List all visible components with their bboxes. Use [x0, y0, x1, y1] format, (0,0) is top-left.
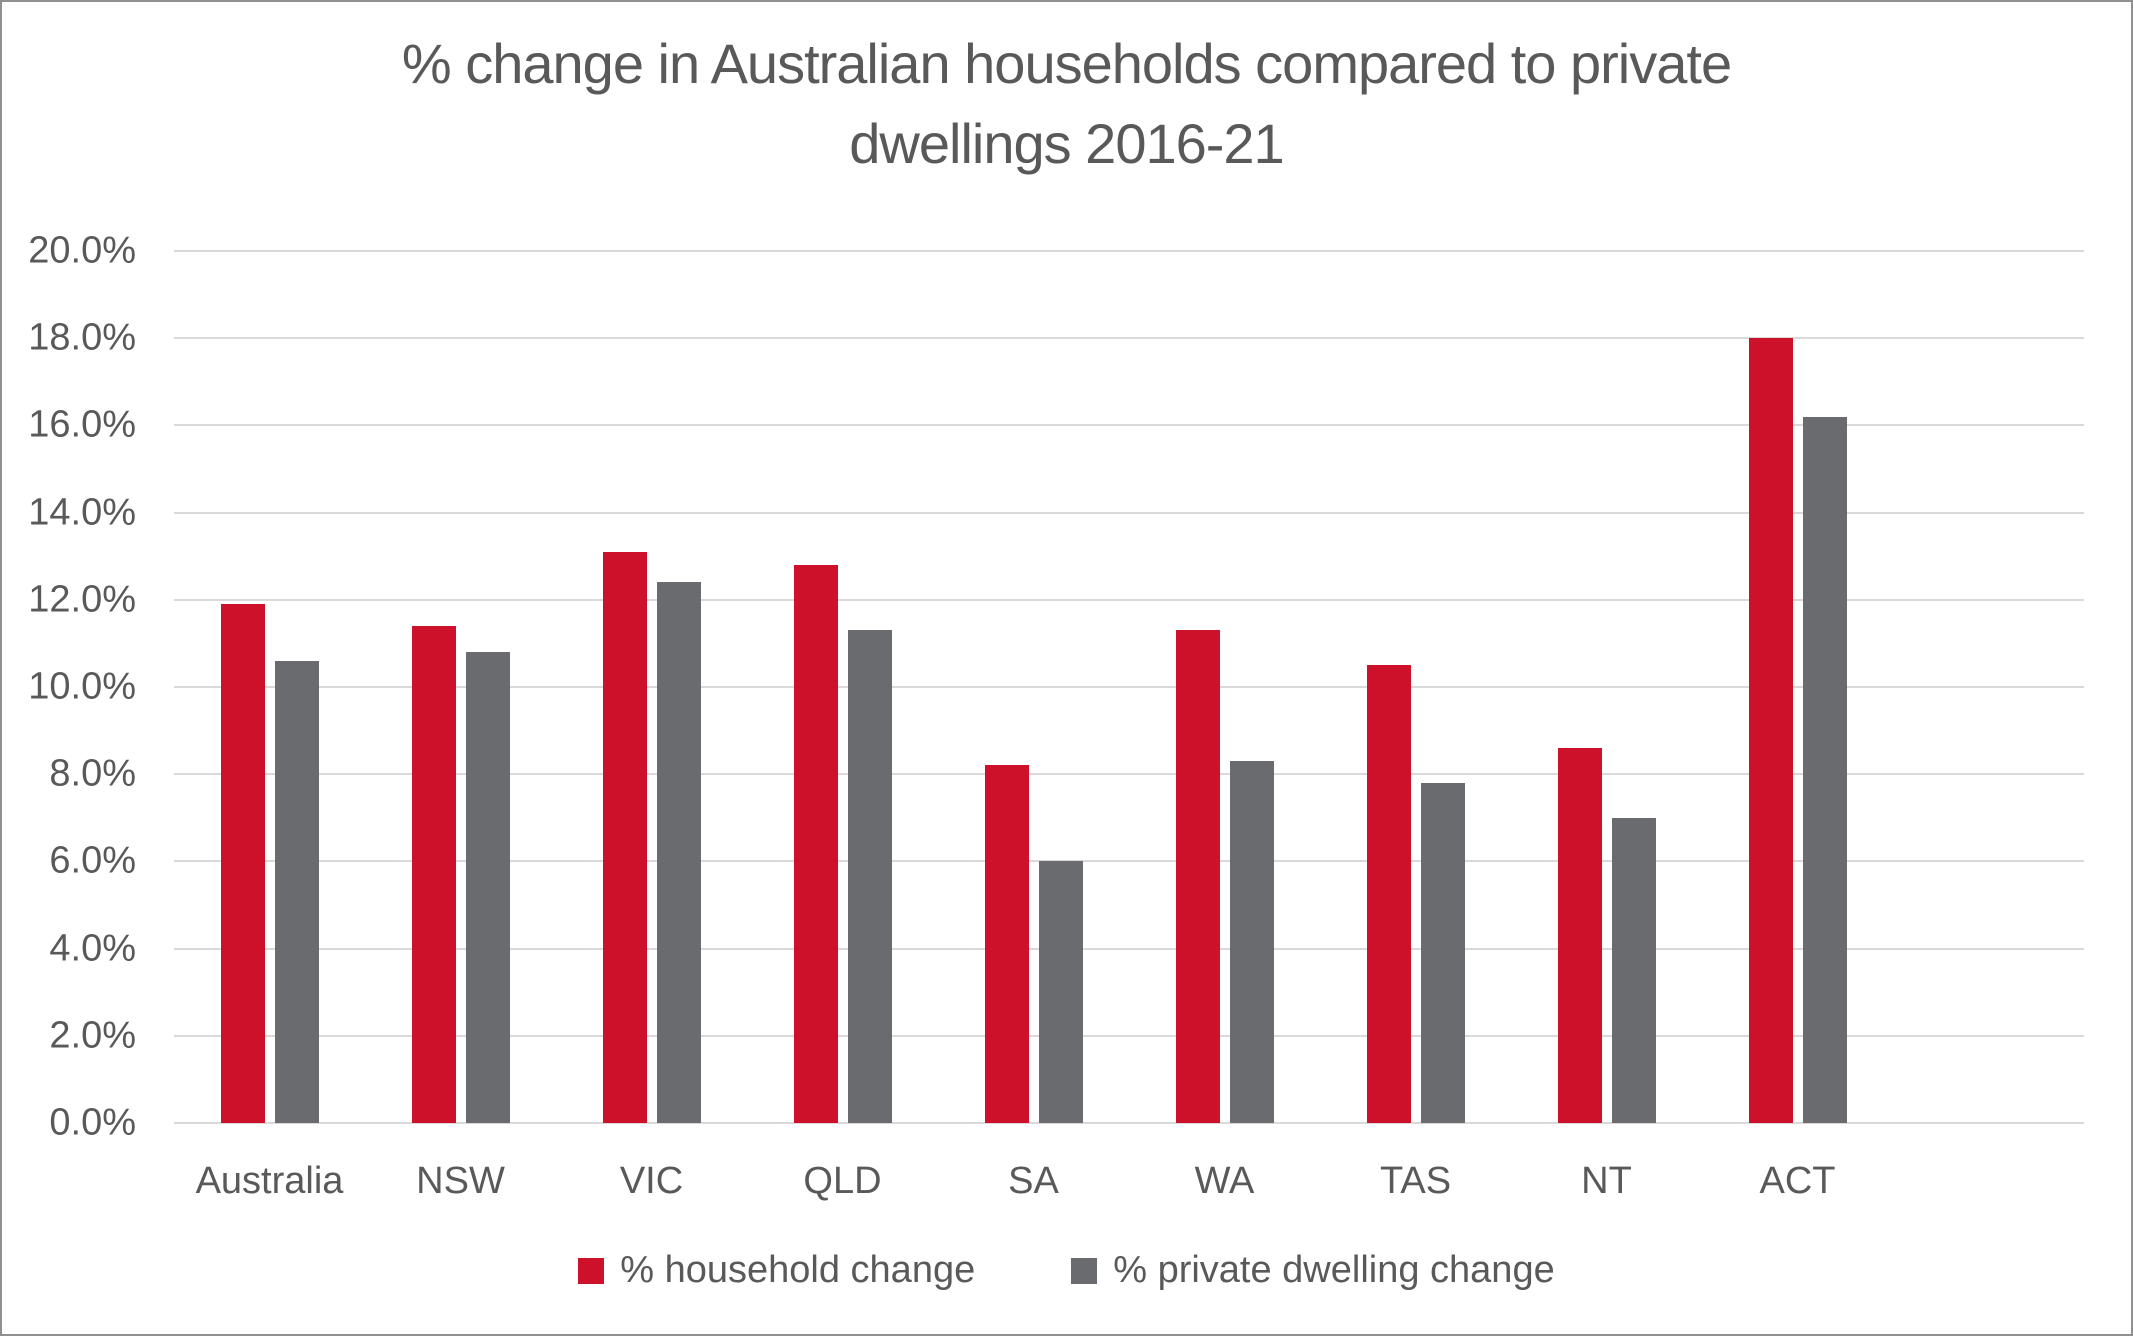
- gridline-8-0: [174, 773, 2084, 776]
- bar-household-change-sa: [984, 765, 1029, 1123]
- gridline-6-0: [174, 860, 2084, 863]
- y-axis-tick-label-4-0: 4.0%: [49, 927, 136, 970]
- bar-private-dwelling-change-vic: [656, 582, 701, 1123]
- y-axis-tick-label-16-0: 16.0%: [28, 403, 136, 446]
- bar-household-change-vic: [602, 551, 647, 1123]
- x-axis-category-label-australia: Australia: [195, 1160, 344, 1202]
- x-axis-category-label-act: ACT: [1759, 1160, 1836, 1202]
- gridline-2-0: [174, 1034, 2084, 1037]
- gridline-12-0: [174, 598, 2084, 601]
- x-axis-category-label-nt: NT: [1581, 1160, 1632, 1202]
- bar-household-change-tas: [1366, 665, 1411, 1123]
- bar-household-change-wa: [1175, 630, 1220, 1123]
- x-axis-category-label-wa: WA: [1194, 1160, 1255, 1202]
- x-axis-category-label-sa: SA: [1008, 1160, 1059, 1202]
- y-axis-tick-label-0-0: 0.0%: [49, 1101, 136, 1144]
- gridline-0-0: [174, 1122, 2084, 1124]
- legend-swatch-private-dwelling-change: [1071, 1257, 1098, 1284]
- bar-private-dwelling-change-nt: [1611, 817, 1656, 1123]
- legend-label-household-change: % household change: [620, 1249, 976, 1291]
- bar-private-dwelling-change-qld: [847, 630, 892, 1123]
- bar-household-change-nsw: [411, 625, 456, 1123]
- x-axis-category-label-vic: VIC: [619, 1160, 684, 1202]
- y-axis-tick-label-2-0: 2.0%: [49, 1014, 136, 1057]
- legend-item-household-change: % household change: [578, 1249, 975, 1292]
- bar-private-dwelling-change-australia: [274, 660, 319, 1123]
- y-axis-tick-label-18-0: 18.0%: [28, 316, 136, 359]
- bar-household-change-australia: [220, 604, 265, 1123]
- legend: % household change % private dwelling cha…: [2, 1249, 2131, 1292]
- bar-private-dwelling-change-act: [1802, 416, 1847, 1123]
- bar-household-change-qld: [793, 564, 838, 1123]
- bar-household-change-nt: [1557, 748, 1602, 1123]
- y-axis-tick-label-20-0: 20.0%: [28, 229, 136, 272]
- bar-private-dwelling-change-nsw: [465, 652, 510, 1123]
- y-axis-tick-label-14-0: 14.0%: [28, 491, 136, 534]
- bar-private-dwelling-change-wa: [1229, 761, 1274, 1123]
- gridline-14-0: [174, 511, 2084, 514]
- legend-item-private-dwelling-change: % private dwelling change: [1071, 1249, 1555, 1292]
- gridline-20-0: [174, 250, 2084, 252]
- chart-title-line-1: % change in Australian households compar…: [401, 32, 1732, 95]
- legend-label-private-dwelling-change: % private dwelling change: [1113, 1249, 1555, 1291]
- plot-area: 0.0% 2.0% 4.0% 6.0% 8.0% 10.0% 12.0% 14.0% 16.0%…: [28, 230, 2084, 1144]
- y-axis-tick-label-10-0: 10.0%: [28, 665, 136, 708]
- y-axis-tick-label-12-0: 12.0%: [28, 578, 136, 621]
- chart-title: % change in Australian households compar…: [2, 24, 2131, 184]
- gridline-10-0: [174, 686, 2084, 688]
- x-axis-category-label-qld: QLD: [803, 1160, 882, 1202]
- y-axis-tick-label-8-0: 8.0%: [49, 752, 136, 795]
- x-axis-category-label-tas: TAS: [1379, 1160, 1452, 1202]
- gridline-16-0: [174, 424, 2084, 427]
- bar-private-dwelling-change-sa: [1038, 861, 1083, 1123]
- x-axis-category-label-nsw: NSW: [416, 1160, 505, 1202]
- y-axis-tick-label-6-0: 6.0%: [49, 839, 136, 882]
- chart-title-line-2: dwellings 2016-21: [849, 112, 1284, 175]
- bar-household-change-act: [1748, 338, 1793, 1123]
- bar-private-dwelling-change-tas: [1420, 782, 1465, 1123]
- gridline-4-0: [174, 947, 2084, 950]
- gridline-18-0: [174, 337, 2084, 340]
- legend-swatch-household-change: [578, 1257, 605, 1284]
